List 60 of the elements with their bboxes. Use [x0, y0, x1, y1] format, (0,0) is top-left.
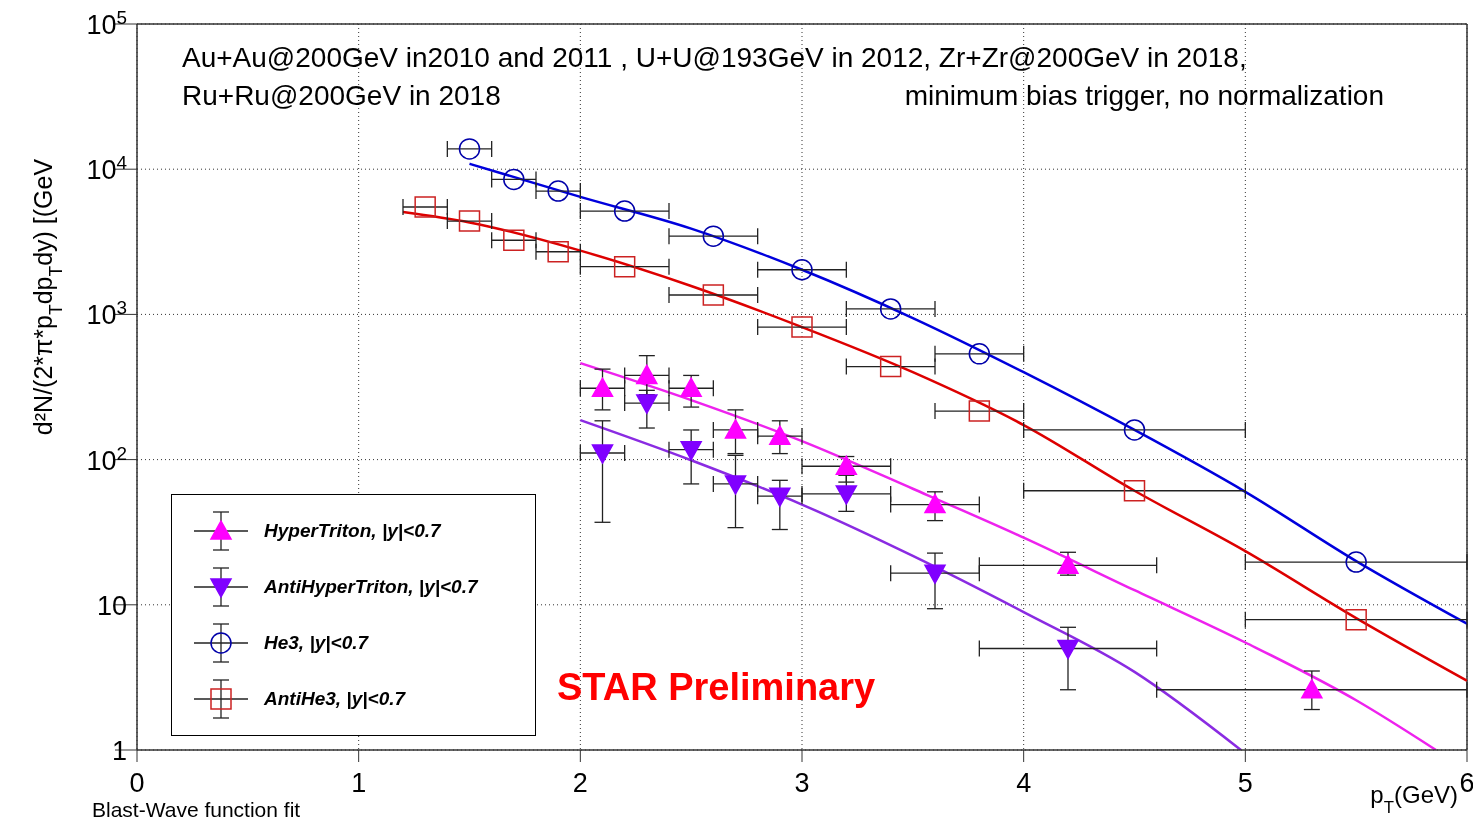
- point: [835, 485, 858, 505]
- point: [769, 425, 791, 445]
- annotation: Au+Au@200GeV in2010 and 2011 , U+U@193GeV in 2012, Zr+Zr@200GeV in 2018,: [182, 42, 1247, 73]
- y-tick-label: 10$^{4}$: [86, 151, 127, 186]
- point: [547, 180, 569, 202]
- point: [769, 487, 791, 507]
- point: [1345, 551, 1367, 573]
- y-tick-label: 1: [111, 736, 127, 766]
- point: [879, 355, 902, 378]
- point: [702, 284, 725, 306]
- point: [879, 298, 902, 320]
- annotation: minimum bias trigger, no normalization: [904, 80, 1384, 111]
- legend-label: AntiHe3, |y|<0.7: [264, 688, 406, 710]
- legend-label: HyperTriton, |y|<0.7: [264, 520, 441, 542]
- y-tick-label: 10$^{3}$: [86, 296, 127, 331]
- point: [724, 475, 747, 495]
- point: [680, 377, 702, 397]
- x-tick-label: 1: [351, 768, 367, 798]
- x-tick-label: 2: [572, 768, 588, 798]
- point: [591, 377, 614, 397]
- y-tick-label: 10$^{5}$: [86, 6, 127, 40]
- x-axis-title: p$_{T}$(GeV): [1370, 781, 1458, 817]
- point: [591, 444, 614, 464]
- point: [458, 138, 481, 160]
- point: [1123, 480, 1146, 502]
- point: [1123, 419, 1146, 441]
- point: [1345, 608, 1367, 631]
- point: [414, 196, 436, 218]
- point: [724, 419, 747, 439]
- x-tick-label: 4: [1016, 768, 1032, 798]
- point: [636, 394, 658, 414]
- legend-label: AntiHyperTriton, |y|<0.7: [264, 576, 478, 598]
- point: [503, 229, 525, 252]
- point: [968, 343, 991, 365]
- text: Blast-Wave function fit: [92, 798, 301, 821]
- y-tick-label: 10: [96, 590, 127, 621]
- annotation: Ru+Ru@200GeV in 2018: [182, 80, 501, 111]
- y-tick-label: 10$^{2}$: [86, 442, 127, 476]
- point: [924, 564, 946, 584]
- point: [1057, 639, 1079, 660]
- point: [702, 225, 725, 247]
- x-tick-label: 5: [1237, 768, 1253, 798]
- point: [547, 241, 569, 263]
- point: [835, 455, 858, 475]
- point: [791, 259, 813, 281]
- x-tick-label: 3: [794, 768, 810, 798]
- point: [503, 168, 525, 191]
- x-tick-label: 0: [129, 768, 145, 798]
- point: [968, 400, 991, 422]
- annotation: STAR Preliminary: [557, 666, 876, 708]
- point: [636, 364, 658, 385]
- x-tick-label: 6: [1459, 768, 1473, 798]
- legend-label: He3, |y|<0.7: [264, 632, 369, 654]
- point: [791, 316, 813, 338]
- point: [680, 440, 702, 461]
- point: [613, 255, 636, 278]
- point: [1301, 679, 1323, 699]
- point: [613, 200, 636, 222]
- point: [458, 210, 481, 232]
- point: [924, 493, 946, 514]
